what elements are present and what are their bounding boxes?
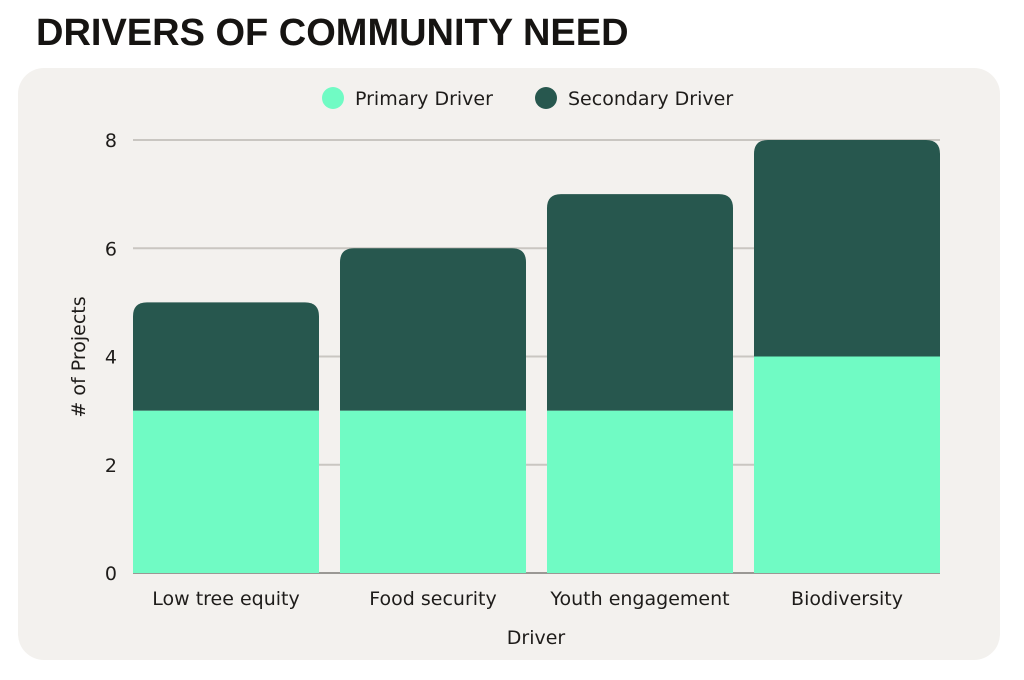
bar-primary-driver [133, 410, 319, 573]
legend-swatch [535, 87, 557, 109]
y-tick-label: 8 [105, 130, 117, 152]
bar-primary-driver [754, 356, 940, 573]
y-tick-label: 4 [105, 347, 117, 369]
legend-label: Primary Driver [355, 88, 493, 110]
bar-secondary-driver [340, 248, 526, 411]
legend-label: Secondary Driver [568, 88, 733, 110]
y-tick-label: 2 [105, 455, 117, 477]
bar-secondary-driver [547, 194, 733, 411]
x-tick-label: Youth engagement [549, 588, 729, 610]
x-axis-label: Driver [507, 627, 566, 649]
bar-primary-driver [340, 410, 526, 573]
x-tick-label: Biodiversity [791, 588, 903, 610]
bar-secondary-driver [754, 140, 940, 357]
bar-primary-driver [547, 410, 733, 573]
bar-secondary-driver [133, 302, 319, 411]
y-tick-label: 6 [105, 238, 117, 260]
legend-swatch [322, 87, 344, 109]
y-tick-label: 0 [105, 563, 117, 585]
chart-title: DRIVERS OF COMMUNITY NEED [36, 12, 629, 54]
x-tick-label: Low tree equity [152, 588, 299, 610]
x-tick-label: Food security [369, 588, 496, 610]
y-axis-label: # of Projects [68, 296, 90, 417]
